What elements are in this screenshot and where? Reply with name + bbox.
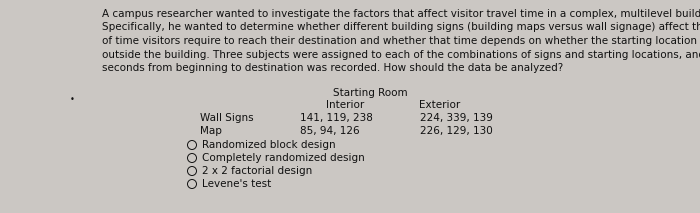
Text: 226, 129, 130: 226, 129, 130 — [420, 126, 493, 136]
Text: •: • — [70, 95, 75, 104]
Text: A campus researcher wanted to investigate the factors that affect visitor travel: A campus researcher wanted to investigat… — [102, 9, 700, 19]
Text: 2 x 2 factorial design: 2 x 2 factorial design — [202, 166, 312, 176]
Text: Interior: Interior — [326, 100, 364, 110]
Text: of time visitors require to reach their destination and whether that time depend: of time visitors require to reach their … — [102, 36, 700, 46]
Text: outside the building. Three subjects were assigned to each of the combinations o: outside the building. Three subjects wer… — [102, 49, 700, 59]
Text: 141, 119, 238: 141, 119, 238 — [300, 113, 373, 123]
Text: 224, 339, 139: 224, 339, 139 — [420, 113, 493, 123]
Text: Map: Map — [200, 126, 222, 136]
Text: Randomized block design: Randomized block design — [202, 140, 335, 150]
Text: 85, 94, 126: 85, 94, 126 — [300, 126, 360, 136]
Text: Completely randomized design: Completely randomized design — [202, 153, 365, 163]
Text: Exterior: Exterior — [419, 100, 461, 110]
Text: Specifically, he wanted to determine whether different building signs (building : Specifically, he wanted to determine whe… — [102, 23, 700, 33]
Text: Wall Signs: Wall Signs — [200, 113, 253, 123]
Text: Starting Room: Starting Room — [332, 88, 407, 98]
Text: Levene's test: Levene's test — [202, 179, 272, 189]
Text: seconds from beginning to destination was recorded. How should the data be analy: seconds from beginning to destination wa… — [102, 63, 564, 73]
